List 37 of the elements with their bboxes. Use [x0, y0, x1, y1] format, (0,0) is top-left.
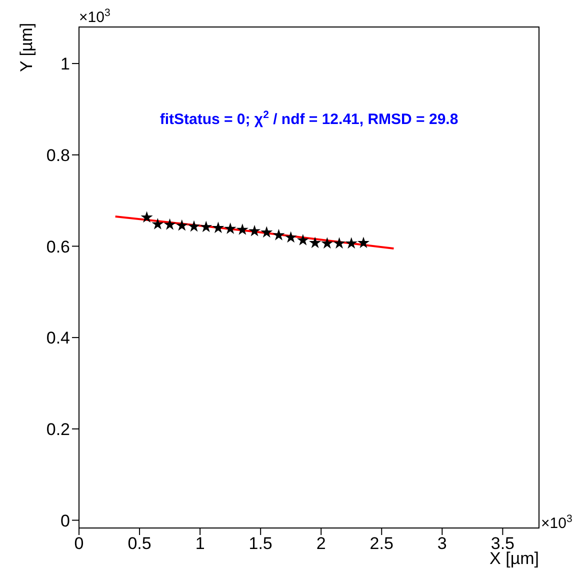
y-tick-label: 0.6	[46, 237, 70, 256]
point	[248, 224, 261, 236]
point	[152, 218, 164, 230]
point	[164, 218, 176, 230]
point	[224, 222, 236, 234]
y-tick-label: 0	[60, 511, 70, 530]
point	[284, 231, 297, 243]
text: ×10$^{3}$	[541, 513, 572, 532]
point	[272, 228, 285, 240]
x-tick-label: 2.5	[370, 534, 394, 554]
annotation: fitStatus = 0; χ$^{2}$ / ndf = 12.41, RMSD = 29.8	[160, 109, 458, 128]
x-tick-label: 1.5	[248, 534, 272, 554]
point	[212, 222, 224, 234]
x-tick-label: 2	[316, 534, 326, 554]
point	[236, 223, 248, 235]
y-tick-label: 0.2	[46, 420, 70, 439]
x-axis-title: X [µm]	[490, 549, 539, 568]
point	[200, 220, 212, 232]
point	[260, 226, 273, 238]
point	[333, 237, 346, 249]
point	[357, 236, 370, 248]
point	[140, 211, 153, 223]
x-tick-label: 0	[74, 534, 84, 554]
point	[321, 237, 334, 249]
y-tick-label: 1	[60, 54, 70, 74]
x-tick-label: 1	[195, 534, 205, 554]
point	[309, 236, 322, 248]
text: ×10$^{3}$	[79, 7, 110, 26]
point	[188, 220, 200, 232]
point	[296, 234, 309, 246]
x-tick-label: 0.5	[128, 534, 152, 554]
y-tick-label: 0.4	[46, 328, 70, 348]
y-tick-label: 0.8	[46, 146, 70, 165]
x-tick-label: 3	[437, 534, 447, 554]
point	[345, 237, 358, 249]
point	[176, 219, 188, 231]
y-axis-title: Y [µm]	[17, 22, 36, 72]
